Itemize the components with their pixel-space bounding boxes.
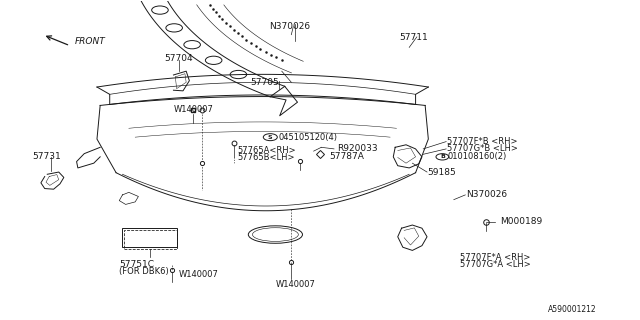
Text: 57765B<LH>: 57765B<LH> <box>237 153 294 162</box>
Bar <box>122 228 177 247</box>
Text: 57751C: 57751C <box>119 260 154 268</box>
Text: (FOR DBK6): (FOR DBK6) <box>119 267 169 276</box>
Text: 57704: 57704 <box>164 54 193 63</box>
Text: R920033: R920033 <box>337 144 378 153</box>
Text: S: S <box>268 135 273 140</box>
Text: 57731: 57731 <box>32 152 61 161</box>
Text: 57707G*A <LH>: 57707G*A <LH> <box>460 260 531 269</box>
Text: 57711: 57711 <box>399 33 428 42</box>
Text: N370026: N370026 <box>269 22 310 31</box>
Text: 57765A<RH>: 57765A<RH> <box>237 146 296 155</box>
Text: W140007: W140007 <box>179 270 218 279</box>
Text: W140007: W140007 <box>173 105 213 114</box>
Text: A590001212: A590001212 <box>548 305 596 314</box>
Text: M000189: M000189 <box>500 217 542 226</box>
Bar <box>124 230 177 249</box>
Text: 57705: 57705 <box>250 78 278 87</box>
Text: 59185: 59185 <box>427 168 456 177</box>
Text: 010108160(2): 010108160(2) <box>447 152 507 161</box>
Text: W140007: W140007 <box>275 280 316 289</box>
Text: 57707F*A <RH>: 57707F*A <RH> <box>460 253 531 262</box>
Text: 045105120(4): 045105120(4) <box>278 133 337 142</box>
Text: N370026: N370026 <box>467 190 508 199</box>
Text: 57707F*B <RH>: 57707F*B <RH> <box>447 137 518 146</box>
Text: 57787A: 57787A <box>330 152 364 161</box>
Text: 57707G*B <LH>: 57707G*B <LH> <box>447 144 518 153</box>
Text: B: B <box>440 154 445 159</box>
Text: FRONT: FRONT <box>75 36 106 45</box>
